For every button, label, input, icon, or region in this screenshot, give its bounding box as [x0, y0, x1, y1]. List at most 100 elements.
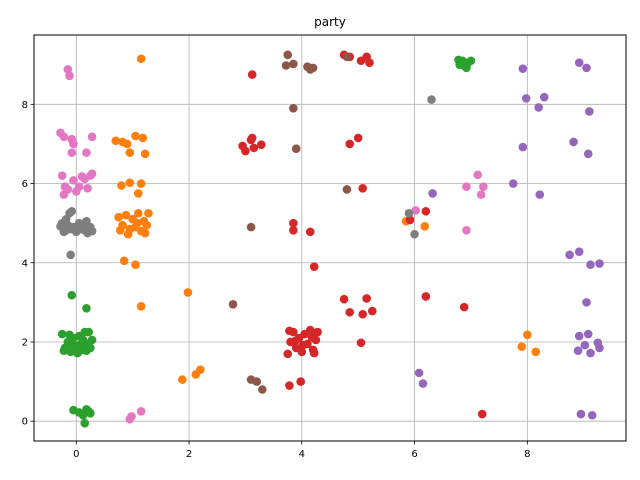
scatter-point	[518, 142, 528, 152]
scatter-point	[291, 144, 301, 153]
scatter-point	[82, 304, 91, 313]
scatter-point	[111, 136, 121, 146]
scatter-point	[132, 218, 142, 228]
plot-frame	[33, 34, 627, 442]
scatter-point	[531, 347, 541, 357]
scatter-point	[115, 225, 125, 235]
scatter-point	[196, 365, 205, 375]
series-4	[414, 58, 604, 420]
scatter-point	[59, 227, 69, 237]
scatter-point	[362, 294, 371, 303]
x-tick-label: 2	[186, 449, 192, 460]
scatter-point	[127, 412, 136, 421]
scatter-point	[82, 148, 91, 157]
scatter-point	[66, 250, 75, 260]
scatter-point	[289, 225, 298, 235]
scatter-point	[289, 103, 298, 113]
scatter-point	[122, 139, 132, 149]
y-tick-label: 6	[22, 179, 28, 190]
scatter-point	[583, 149, 593, 159]
scatter-point	[462, 182, 471, 192]
scatter-point	[87, 335, 97, 345]
scatter-point	[247, 133, 257, 143]
scatter-point	[73, 348, 82, 358]
scatter-point	[305, 227, 315, 237]
series-6	[56, 95, 436, 260]
series-3	[228, 50, 352, 394]
scatter-point	[358, 309, 368, 319]
scatter-point	[313, 327, 322, 337]
scatter-point	[466, 56, 476, 66]
scatter-point	[69, 139, 78, 149]
scatter-point	[252, 377, 262, 386]
scatter-point	[353, 133, 363, 143]
scatter-point	[136, 406, 146, 416]
data-points	[56, 50, 604, 428]
scatter-point	[420, 222, 430, 231]
scatter-point	[256, 140, 266, 150]
x-tick-label: 6	[411, 449, 417, 460]
scatter-point	[298, 340, 308, 350]
scatter-point	[80, 418, 90, 428]
scatter-point	[82, 346, 91, 355]
scatter-point	[59, 190, 69, 199]
scatter-point	[247, 70, 257, 79]
scatter-point	[345, 307, 355, 317]
scatter-point	[65, 330, 74, 340]
x-tick-label: 8	[524, 449, 530, 460]
scatter-point	[67, 290, 77, 300]
scatter-point	[67, 339, 77, 349]
scatter-point	[144, 208, 153, 218]
scatter-point	[296, 377, 305, 386]
scatter-point	[309, 348, 319, 358]
scatter-point	[87, 226, 97, 236]
scatter-point	[535, 190, 545, 199]
scatter-point	[131, 260, 140, 270]
chart-title: party	[314, 15, 346, 29]
scatter-point	[521, 94, 531, 103]
scatter-point	[595, 343, 604, 353]
scatter-point	[140, 149, 150, 159]
y-tick-label: 8	[22, 100, 28, 111]
plot-area	[34, 35, 626, 441]
scatter-point	[67, 148, 77, 157]
scatter-point	[410, 229, 419, 239]
scatter-point	[427, 95, 436, 104]
scatter-point	[595, 259, 604, 268]
scatter-point	[342, 52, 352, 62]
scatter-point	[57, 171, 67, 180]
scatter-point	[459, 302, 469, 312]
scatter-point	[283, 349, 293, 359]
scatter-point	[473, 170, 483, 180]
scatter-point	[523, 330, 532, 340]
scatter-point	[574, 58, 584, 68]
scatter-point	[290, 336, 300, 346]
scatter-point	[65, 71, 74, 81]
scatter-point	[228, 300, 238, 309]
scatter-point	[121, 210, 131, 220]
scatter-point	[57, 329, 67, 339]
scatter-point	[586, 260, 595, 270]
scatter-point	[518, 64, 528, 73]
y-tick-label: 4	[22, 258, 28, 269]
scatter-point	[246, 222, 256, 232]
scatter-point	[297, 347, 307, 357]
scatter-point	[125, 178, 135, 188]
scatter-point	[308, 63, 318, 73]
scatter-point	[71, 187, 81, 196]
scatter-point	[84, 327, 93, 337]
scatter-point	[476, 190, 486, 199]
scatter-point	[69, 176, 78, 185]
scatter-point	[289, 218, 298, 228]
scatter-point	[309, 262, 319, 272]
scatter-point	[418, 379, 428, 388]
scatter-point	[142, 220, 152, 230]
scatter-point	[177, 375, 187, 384]
scatter-point	[136, 54, 146, 64]
scatter-point	[576, 409, 586, 419]
scatter-point	[80, 225, 90, 235]
scatter-point	[421, 292, 431, 301]
scatter-point	[114, 212, 123, 222]
scatter-point	[67, 206, 77, 216]
